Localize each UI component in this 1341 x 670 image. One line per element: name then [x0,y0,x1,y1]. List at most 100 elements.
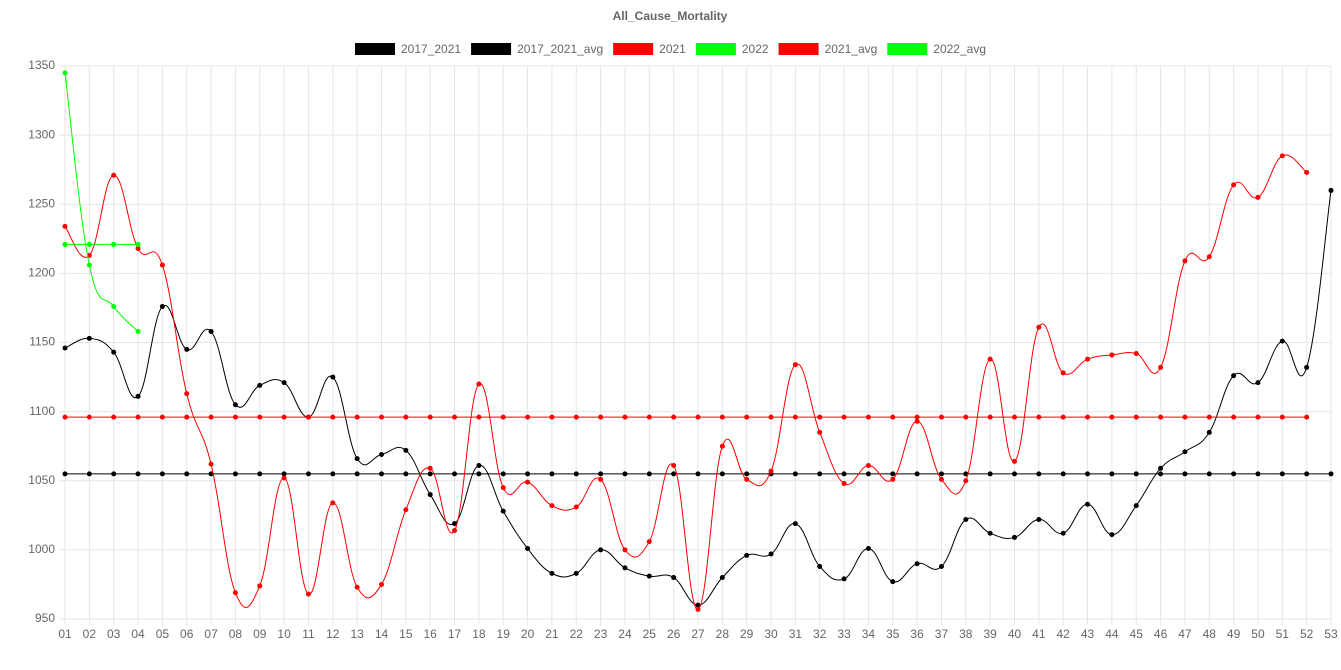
data-point [1279,338,1285,344]
data-point [914,414,920,420]
x-tick-label: 26 [667,627,681,641]
data-point [62,223,68,229]
x-tick-label: 15 [399,627,413,641]
data-point [1085,414,1091,420]
x-tick-label: 40 [1008,627,1022,641]
data-point [111,241,117,247]
data-point [403,447,409,453]
data-point [427,492,433,498]
x-tick-label: 01 [58,627,72,641]
x-tick-label: 08 [229,627,243,641]
legend-label: 2021 [659,42,686,56]
chart-title: All_Cause_Mortality [613,9,728,23]
data-point [500,471,506,477]
data-point [403,471,409,477]
data-point [427,471,433,477]
data-point [963,414,969,420]
x-tick-label: 17 [448,627,462,641]
legend-label: 2022 [742,42,769,56]
data-point [452,528,458,534]
data-point [573,471,579,477]
data-point [135,414,141,420]
x-tick-label: 36 [910,627,924,641]
data-point [646,471,652,477]
data-point [1109,414,1115,420]
data-point [1012,471,1017,477]
data-point [1133,471,1139,477]
data-point [1255,414,1261,420]
legend-label: 2017_2021_avg [517,42,603,56]
data-point [257,382,263,388]
data-point [1012,458,1017,464]
data-point [671,463,677,469]
data-point [1158,364,1164,370]
data-point [1158,465,1164,471]
x-tick-label: 31 [789,627,803,641]
data-point [281,380,287,386]
data-point [719,414,725,420]
data-point [232,590,238,596]
data-point [841,576,847,582]
data-point [1206,429,1212,435]
y-tick-label: 1350 [28,58,55,72]
data-point [1036,471,1042,477]
data-point [1328,187,1334,193]
x-tick-label: 05 [156,627,170,641]
data-point [598,414,604,420]
x-tick-label: 28 [716,627,730,641]
x-tick-label: 42 [1057,627,1071,641]
y-tick-label: 950 [35,611,55,625]
x-tick-label: 27 [691,627,705,641]
data-point [719,443,725,449]
x-tick-label: 30 [764,627,778,641]
y-tick-label: 1300 [28,127,55,141]
data-point [890,414,896,420]
data-point [86,241,92,247]
data-point [792,471,798,477]
x-tick-label: 46 [1154,627,1168,641]
data-point [938,471,944,477]
y-tick-label: 1050 [28,473,55,487]
data-point [549,503,555,509]
data-point [1279,471,1285,477]
data-point [938,476,944,482]
data-point [1109,532,1115,538]
x-tick-label: 03 [107,627,121,641]
data-point [1255,380,1261,386]
data-point [330,471,336,477]
data-point [62,241,68,247]
data-point [1231,182,1237,188]
data-point [1133,503,1139,509]
data-point [1304,364,1310,370]
data-point [379,451,384,457]
data-point [1133,351,1139,357]
data-point [963,471,969,477]
data-point [111,349,117,355]
data-point [1182,449,1188,455]
data-point [792,521,798,527]
data-point [135,471,141,477]
data-point [208,461,214,467]
data-point [379,414,384,420]
legend-label: 2017_2021 [401,42,461,56]
data-point [865,463,871,469]
x-tick-label: 25 [643,627,657,641]
x-tick-label: 16 [424,627,438,641]
data-point [865,414,871,420]
data-point [62,471,68,477]
data-point [573,504,579,510]
data-point [1182,471,1188,477]
x-tick-label: 38 [959,627,973,641]
data-point [792,414,798,420]
data-point [890,579,896,585]
data-point [525,471,531,477]
data-point [525,545,531,551]
data-point [719,471,725,477]
data-point [184,391,190,397]
x-tick-label: 53 [1324,627,1338,641]
y-tick-label: 1150 [29,335,55,349]
data-point [1182,258,1188,264]
data-point [549,471,555,477]
data-point [963,516,969,522]
